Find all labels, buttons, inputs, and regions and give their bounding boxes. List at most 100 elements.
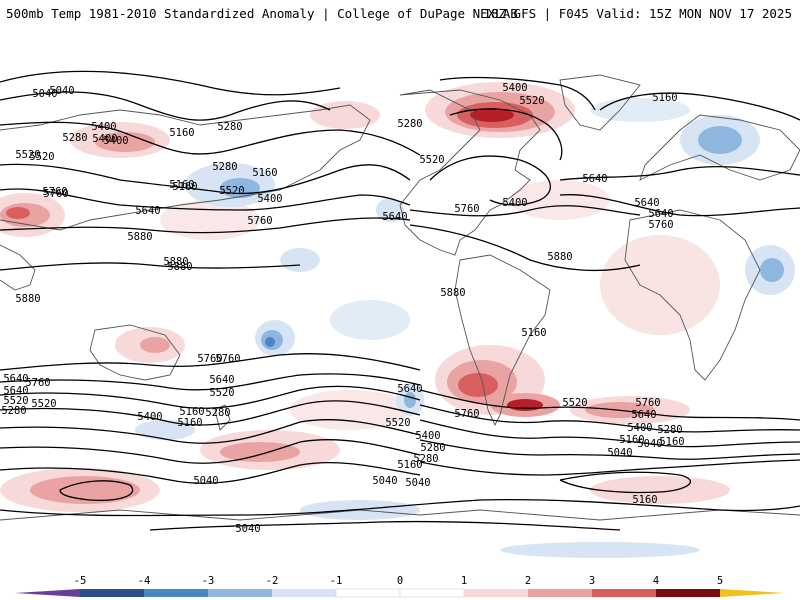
warm-anomaly-area xyxy=(507,399,543,411)
colorbar-tick-label: 1 xyxy=(461,575,467,587)
contour-line xyxy=(419,404,800,433)
contour-label: 5160 xyxy=(169,127,194,139)
map-title: 500mb Temp 1981-2010 Standardized Anomal… xyxy=(6,6,518,21)
coastlines xyxy=(0,74,800,521)
contour-line xyxy=(0,70,341,96)
contour-label: 5760 xyxy=(247,215,272,227)
cold-anomaly-area xyxy=(280,248,320,272)
contour-label: 5760 xyxy=(454,203,479,215)
contour-label: 5640 xyxy=(3,373,28,385)
contour-label: 5640 xyxy=(631,409,656,421)
contour-label: 5880 xyxy=(15,293,40,305)
colorbar-tick-label: 5 xyxy=(717,575,723,587)
contour-label: 5400 xyxy=(103,135,128,147)
contour-line xyxy=(59,480,134,501)
colorbar-bin xyxy=(80,589,144,597)
contour-line xyxy=(0,121,421,156)
height-contours xyxy=(0,70,800,531)
contour-line xyxy=(0,373,421,391)
contour-line xyxy=(0,353,421,371)
contour-label: 5880 xyxy=(167,261,192,273)
contour-line xyxy=(419,439,800,460)
warm-anomaly-area xyxy=(220,442,300,462)
warm-anomaly-area xyxy=(95,132,155,152)
contour-label: 5760 xyxy=(25,377,50,389)
contour-label: 5040 xyxy=(193,475,218,487)
antarctica-coast xyxy=(0,509,800,521)
contour-label: 5280 xyxy=(657,424,682,436)
contour-label: 5520 xyxy=(31,398,56,410)
contour-label: 5400 xyxy=(502,82,527,94)
africa-coast xyxy=(624,209,761,381)
contour-label: 5160 xyxy=(659,436,684,448)
contour-line xyxy=(559,194,800,217)
warm-anomaly-shading xyxy=(0,82,730,512)
contour-label: 5640 xyxy=(382,211,407,223)
anomaly-map: 5040 5280 5400 5160 5280 5520 5160 5160 … xyxy=(0,70,800,558)
contour-label: 5400 xyxy=(627,422,652,434)
contour-label: 5640 xyxy=(209,374,234,386)
contour-label: 5880 xyxy=(127,231,152,243)
contour-label: 5760 xyxy=(454,408,479,420)
contour-label: 5160 xyxy=(172,181,197,193)
contour-label: 5160 xyxy=(619,434,644,446)
contour-label: 5400 xyxy=(257,193,282,205)
contour-line xyxy=(429,155,552,206)
greenland-coast xyxy=(559,74,641,131)
contour-line xyxy=(0,163,411,195)
colorbar-bin xyxy=(528,589,592,597)
contour-label: 5400 xyxy=(137,411,162,423)
warm-anomaly-area xyxy=(458,373,498,397)
colorbar-bin xyxy=(656,589,720,597)
contour-label: 5280 xyxy=(1,405,26,417)
australia-coast xyxy=(89,324,181,381)
contour-label: 5640 xyxy=(3,385,28,397)
contour-label: 5760 xyxy=(635,397,660,409)
contour-line xyxy=(0,217,411,234)
colorbar-min-arrow xyxy=(15,589,80,597)
cold-anomaly-area xyxy=(590,98,690,122)
cold-anomaly-area xyxy=(698,126,742,154)
contour-label: 5040 xyxy=(49,85,74,97)
contour-label: 5280 xyxy=(205,407,230,419)
colorbar-bin xyxy=(144,589,208,597)
contour-label: 5040 xyxy=(637,438,662,450)
contour-line xyxy=(0,385,421,409)
warm-anomaly-area xyxy=(600,235,720,335)
cold-anomaly-area xyxy=(265,337,275,347)
cold-anomaly-area xyxy=(135,420,195,440)
contour-line xyxy=(0,499,800,517)
contour-line xyxy=(0,262,301,271)
contour-label: 5280 xyxy=(420,442,445,454)
contour-label: 5520 xyxy=(3,395,28,407)
colorbar-bin xyxy=(335,588,401,598)
colorbar-bin xyxy=(272,589,336,597)
contour-label: 5400 xyxy=(91,121,116,133)
contour-line xyxy=(559,165,800,181)
contour-label: 5760 xyxy=(43,188,68,200)
cold-anomaly-area xyxy=(330,300,410,340)
south-america-coast xyxy=(454,254,551,427)
colorbar-bin xyxy=(592,589,656,597)
colorbar-tick-label: -1 xyxy=(330,575,343,587)
warm-anomaly-area xyxy=(140,337,170,353)
contour-line xyxy=(599,92,800,121)
contour-label: 5880 xyxy=(440,287,465,299)
colorbar-tick-label: 0 xyxy=(397,575,403,587)
contour-label: 5880 xyxy=(163,256,188,268)
contour-label: 5640 xyxy=(582,173,607,185)
contour-line xyxy=(439,76,596,111)
contour-label: 5040 xyxy=(32,88,57,100)
model-run-info: 18Z GFS | F045 Valid: 15Z MON NOV 17 202… xyxy=(483,6,792,21)
contour-label: 5520 xyxy=(209,387,234,399)
cold-anomaly-area xyxy=(760,258,784,282)
contour-line xyxy=(409,205,641,217)
contour-labels: 5040 5280 5400 5160 5280 5520 5160 5160 … xyxy=(1,82,684,535)
contour-line xyxy=(0,400,421,426)
contour-line xyxy=(0,419,421,444)
contour-label: 5520 xyxy=(385,417,410,429)
contour-label: 5040 xyxy=(607,447,632,459)
contour-label: 5520 xyxy=(29,151,54,163)
contour-label: 5520 xyxy=(519,95,544,107)
contour-label: 5160 xyxy=(652,92,677,104)
